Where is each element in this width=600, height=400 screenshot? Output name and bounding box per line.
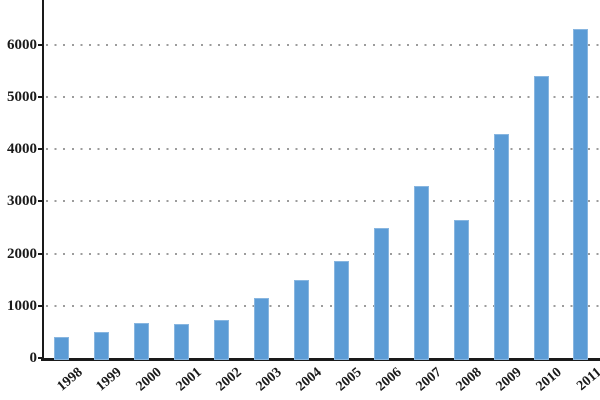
y-axis-label-5000: 5000 [7,89,37,106]
bar-2003 [253,298,269,360]
plot-area [44,0,600,360]
x-axis-label-2010: 2010 [533,365,565,395]
bar-2002 [213,319,229,360]
x-axis-label-1998: 1998 [54,365,86,395]
y-axis-label-1000: 1000 [7,297,37,314]
x-axis-label-2007: 2007 [413,365,445,395]
gridline-1000 [46,304,600,307]
x-axis-label-2004: 2004 [293,365,325,395]
y-tick-3000 [38,200,43,203]
gridline-3000 [46,200,600,203]
bar-2008 [453,219,469,360]
bar-2000 [133,322,149,360]
bar-2006 [373,227,389,360]
bar-2010 [533,76,549,360]
bar-2001 [173,324,189,360]
gridline-4000 [46,148,600,151]
gridline-2000 [46,252,600,255]
bar-1999 [93,331,109,360]
y-tick-4000 [38,148,43,151]
y-axis-label-6000: 6000 [7,36,37,53]
y-axis-label-3000: 3000 [7,193,37,210]
gridline-6000 [46,43,600,46]
x-axis-label-2011: 2011 [574,365,600,394]
y-tick-1000 [38,304,43,307]
y-tick-0 [38,357,43,359]
x-axis-label-2002: 2002 [213,365,245,395]
x-axis-line [41,358,600,361]
bar-2007 [413,185,429,360]
y-tick-5000 [38,96,43,99]
x-axis-label-2000: 2000 [133,365,166,395]
y-axis-line [42,0,44,361]
y-axis-label-4000: 4000 [7,141,37,158]
x-axis-label-2006: 2006 [373,365,405,395]
x-axis-label-2005: 2005 [333,365,365,395]
y-axis-label-2000: 2000 [7,245,37,262]
y-tick-6000 [38,43,43,46]
y-tick-2000 [38,252,43,255]
bar-1998 [54,337,69,360]
x-axis-label-1999: 1999 [94,365,126,395]
bar-2005 [333,261,349,360]
bar-2009 [493,133,509,360]
x-axis-label-2009: 2009 [493,365,525,395]
bar-2011 [573,29,589,360]
y-axis-label-0: 0 [29,350,38,366]
x-axis-label-2001: 2001 [173,365,206,395]
x-axis-label-2008: 2008 [453,365,485,395]
gridline-5000 [46,96,600,99]
x-axis-label-2003: 2003 [253,365,285,395]
bar-2004 [293,279,309,360]
